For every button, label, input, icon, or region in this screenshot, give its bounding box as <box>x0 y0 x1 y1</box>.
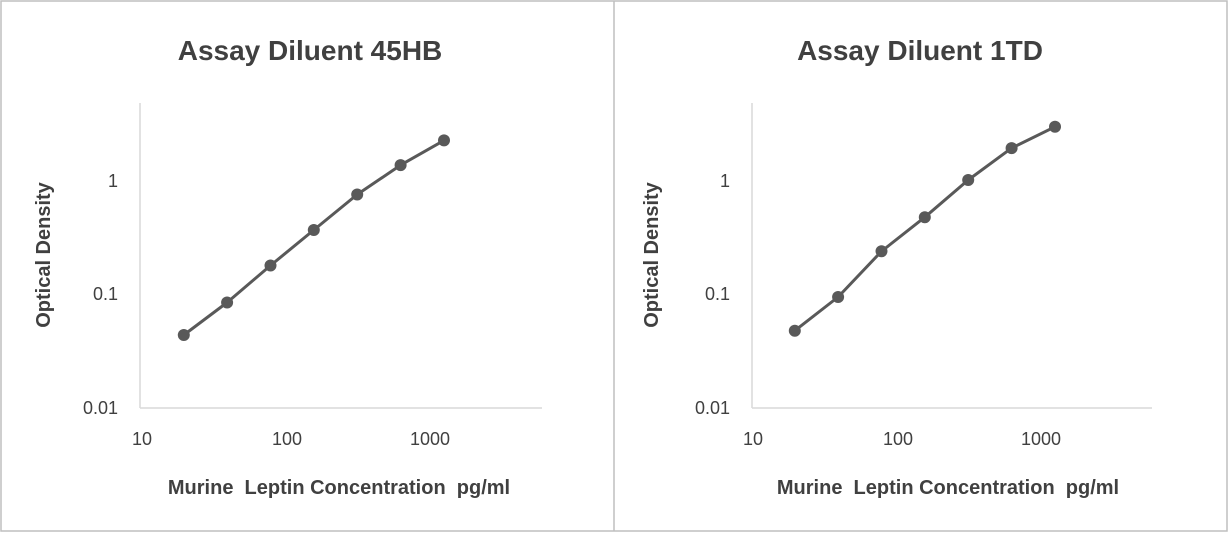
data-point-2-1 <box>788 324 801 337</box>
x-axis-label-1: Murine Leptin Concentration pg/ml <box>168 477 510 499</box>
x-tick-label-1-10: 10 <box>132 429 152 449</box>
data-point-1-3 <box>264 259 277 272</box>
plot-area-1 <box>177 134 450 341</box>
data-point-1-7 <box>438 134 450 147</box>
x-tick-label-2-1000: 1000 <box>1021 429 1061 449</box>
y-axis-label-1: Optical Density <box>33 181 55 327</box>
chart-title-2: Assay Diluent 1TD <box>797 35 1043 66</box>
data-point-2-3 <box>875 245 888 258</box>
data-point-1-5 <box>351 188 364 201</box>
data-point-2-2 <box>832 291 845 303</box>
x-tick-label-2-10: 10 <box>743 429 763 449</box>
y-axis-label-2: Optical Density <box>641 181 663 327</box>
y-tick-label-1-0.1: 0.1 <box>93 284 118 304</box>
y-tick-label-2-1: 1 <box>720 171 730 191</box>
y-tick-label-2-0.01: 0.01 <box>695 398 730 418</box>
y-tick-label-1-0.01: 0.01 <box>83 398 118 418</box>
x-tick-label-1-1000: 1000 <box>410 429 450 449</box>
x-tick-label-2-100: 100 <box>883 429 913 449</box>
data-point-1-1 <box>177 329 190 341</box>
x-axis-label-2: Murine Leptin Concentration pg/ml <box>777 477 1119 499</box>
y-tick-label-2-0.1: 0.1 <box>705 284 730 304</box>
chart-title-1: Assay Diluent 45HB <box>178 35 443 66</box>
x-tick-label-1-100: 100 <box>272 429 302 449</box>
data-point-2-4 <box>918 211 931 224</box>
data-point-2-5 <box>962 174 975 186</box>
data-point-1-4 <box>307 224 320 236</box>
data-point-2-7 <box>1049 120 1061 133</box>
chart-panel-1: Assay Diluent 45HB Optical Density Murin… <box>33 35 542 499</box>
data-point-2-6 <box>1005 142 1018 155</box>
y-tick-label-1-1: 1 <box>108 171 118 191</box>
chart-panel-2: Assay Diluent 1TD Optical Density Murine… <box>641 35 1152 499</box>
data-point-1-2 <box>221 296 234 309</box>
plot-area-2 <box>788 120 1061 337</box>
data-point-1-6 <box>394 159 407 172</box>
